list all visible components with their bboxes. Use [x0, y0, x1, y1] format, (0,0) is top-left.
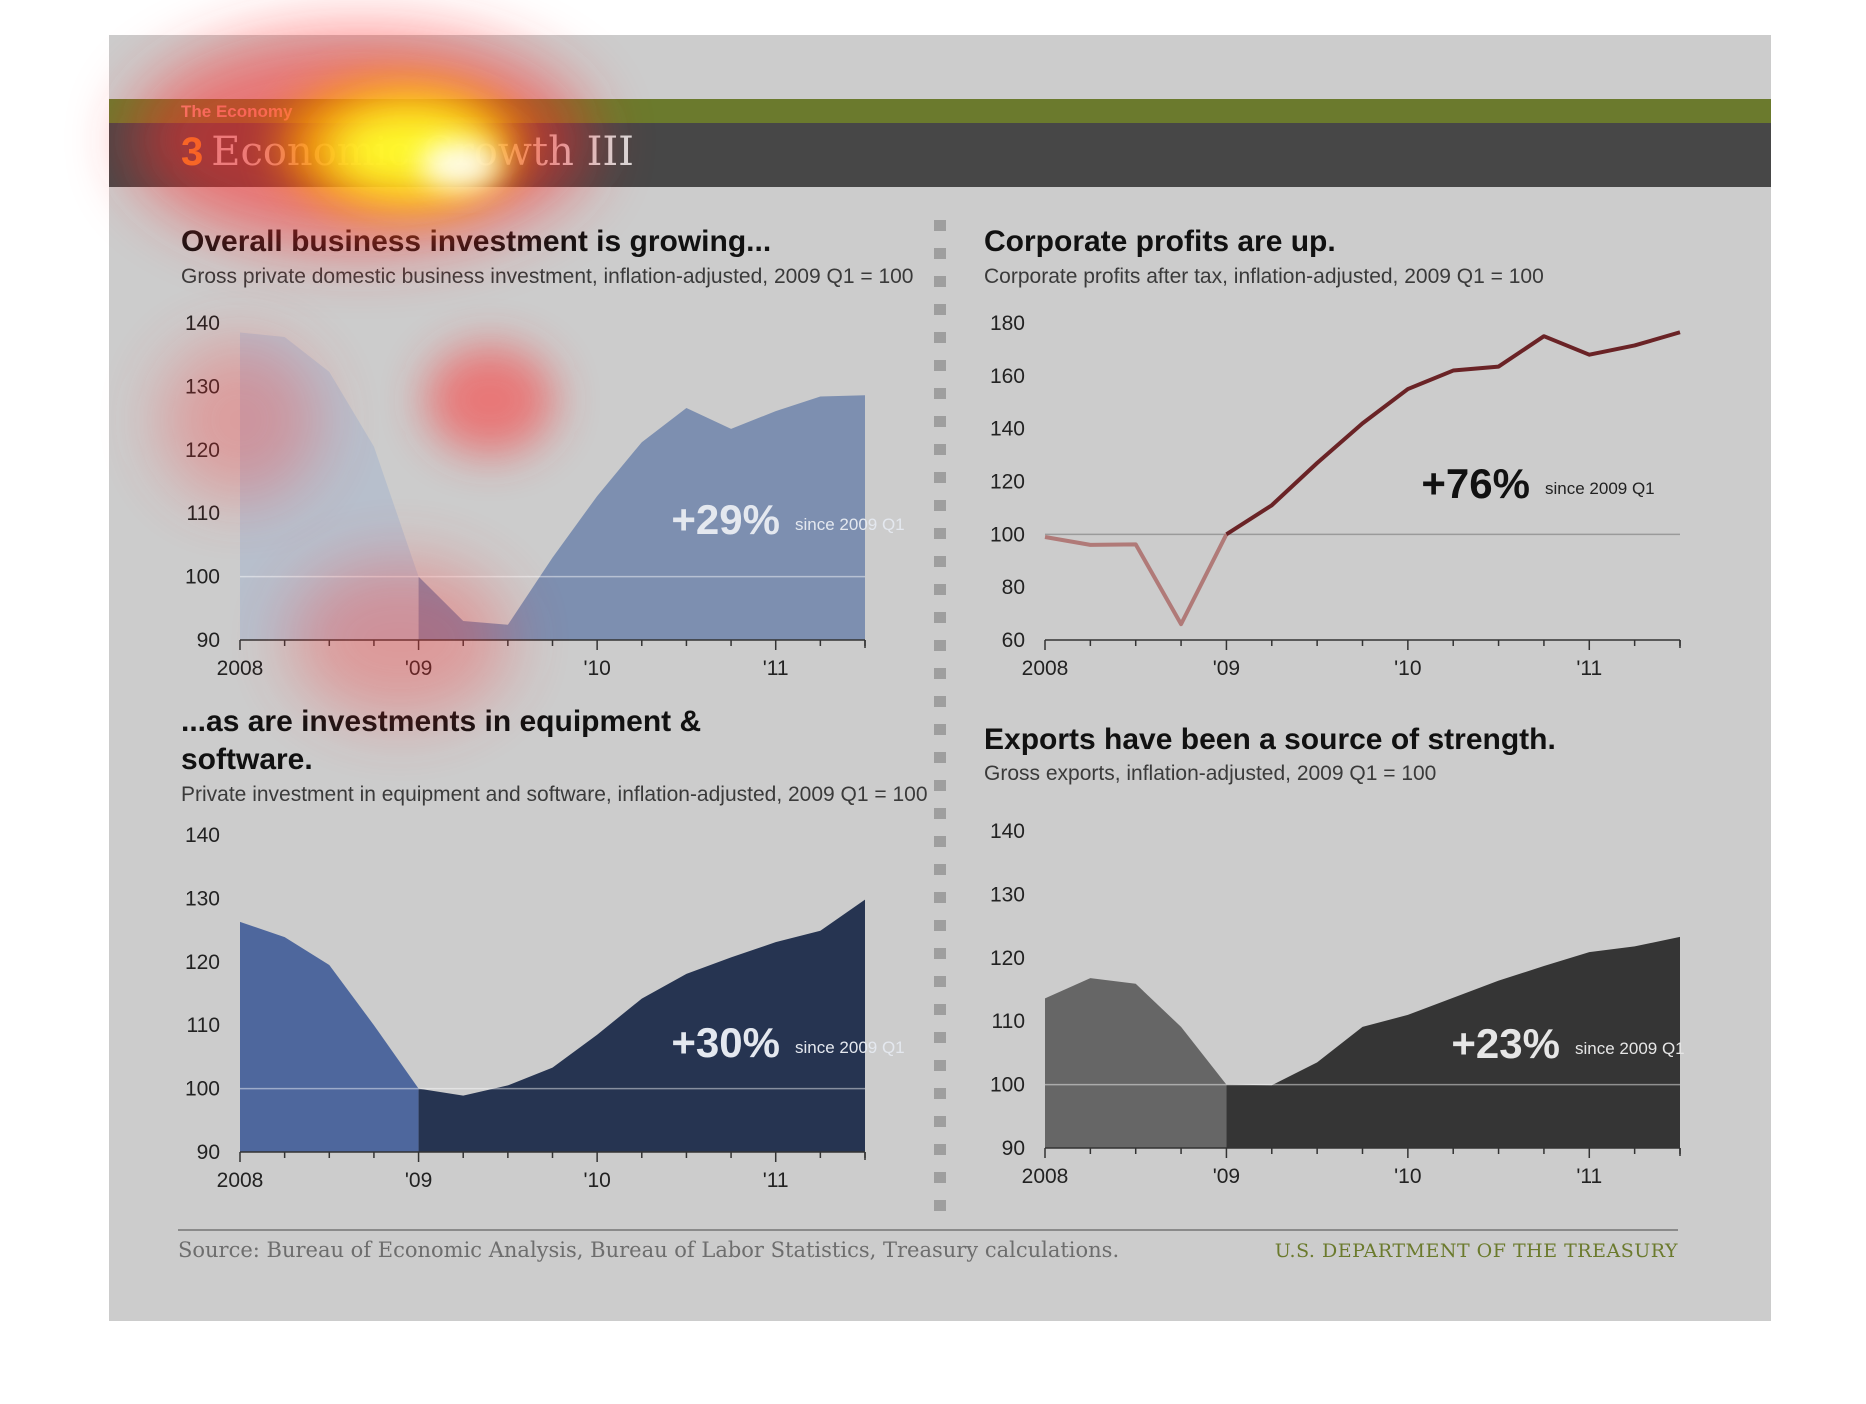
- equipment-x-tick-label: '10: [583, 1169, 610, 1192]
- investment-x-tick-label: '09: [405, 657, 432, 680]
- exports-title: Exports have been a source of strength.: [984, 723, 1556, 756]
- profits-subtitle: Corporate profits after tax, inflation-a…: [984, 265, 1544, 288]
- section-number: 3: [181, 130, 204, 174]
- exports-x-tick-label: 2008: [1022, 1165, 1069, 1188]
- panel-divider: [934, 220, 946, 1220]
- exports-y-tick-label: 110: [992, 1010, 1025, 1033]
- equipment-x-tick-label: '09: [405, 1169, 432, 1192]
- investment-x-tick-label: '10: [583, 657, 610, 680]
- investment-subtitle: Gross private domestic business investme…: [181, 265, 914, 288]
- profits-x-tick-label: '11: [1576, 657, 1602, 680]
- equipment-y-tick-label: 140: [185, 824, 220, 847]
- investment-y-tick-label: 140: [185, 312, 220, 335]
- profits-y-tick-label: 100: [990, 523, 1025, 546]
- equipment-x-tick-label: '11: [763, 1169, 789, 1192]
- equipment-y-tick-label: 130: [185, 887, 220, 910]
- investment-area-since-2009: [418, 395, 865, 640]
- profits-y-tick-label: 60: [1002, 629, 1025, 652]
- profits-y-tick-label: 160: [990, 365, 1025, 388]
- investment-title: Overall business investment is growing..…: [181, 225, 772, 258]
- profits-y-tick-label: 80: [1002, 576, 1025, 599]
- source-note: Source: Bureau of Economic Analysis, Bur…: [178, 1238, 1120, 1262]
- profits-line-before-2009: [1044, 533, 1229, 627]
- investment-y-tick-label: 90: [197, 629, 220, 652]
- profits-x-tick-label: '09: [1213, 657, 1240, 680]
- equipment-y-tick-label: 90: [197, 1141, 220, 1164]
- equipment-change-note: since 2009 Q1: [795, 1038, 905, 1057]
- header-accent-bar: [109, 99, 1771, 123]
- equipment-y-tick-label: 110: [187, 1014, 220, 1037]
- investment-area-before-2009: [240, 332, 419, 640]
- investment-change-note: since 2009 Q1: [795, 515, 905, 534]
- investment-x-tick-label: 2008: [217, 657, 264, 680]
- exports-y-tick-label: 120: [990, 947, 1025, 970]
- investment-change-value: +29%: [671, 496, 780, 543]
- profits-y-tick-label: 140: [990, 418, 1025, 441]
- exports-x-tick-label: '11: [1576, 1165, 1602, 1188]
- exports-y-tick-label: 100: [990, 1074, 1025, 1097]
- section-label: The Economy: [181, 102, 293, 121]
- investment-y-tick-label: 130: [185, 375, 220, 398]
- section-title-text: Economic Growth III: [211, 129, 634, 175]
- profits-y-tick-label: 180: [990, 312, 1025, 335]
- profits-chart: 2008 '09 '10 '11 60 80 100 120 140 160 180 +76% sinc…: [990, 312, 1681, 680]
- equipment-chart: 2008 '09 '10 '11 90 100 110 120 130 140 +30% since …: [185, 824, 905, 1192]
- exports-change-note: since 2009 Q1: [1575, 1039, 1685, 1058]
- equipment-area-before-2009: [240, 921, 419, 1152]
- profits-change-note: since 2009 Q1: [1545, 479, 1655, 498]
- equipment-title: ...as are investments in equipment & sof…: [181, 705, 702, 776]
- exports-x-tick-label: '10: [1394, 1165, 1421, 1188]
- profits-x-tick-label: 2008: [1022, 657, 1069, 680]
- profits-x-tick-label: '10: [1394, 657, 1421, 680]
- equipment-area-since-2009: [418, 899, 865, 1152]
- exports-x-tick-label: '09: [1213, 1165, 1240, 1188]
- profits-title: Corporate profits are up.: [984, 225, 1336, 258]
- investment-chart: 2008 '09 '10 '11 90 100 110 120 130 140 +29% since …: [185, 312, 905, 680]
- section-title: 3 Economic Growth III: [181, 129, 634, 175]
- exports-subtitle: Gross exports, inflation-adjusted, 2009 …: [984, 762, 1437, 785]
- investment-y-tick-label: 100: [185, 566, 220, 589]
- exports-y-tick-label: 140: [990, 820, 1025, 843]
- footer-rule: [178, 1229, 1678, 1231]
- exports-chart: 2008 '09 '10 '11 90 100 110 120 130 140 +23% since …: [990, 820, 1685, 1188]
- profits-change-value: +76%: [1421, 460, 1530, 507]
- investment-x-tick-label: '11: [763, 657, 789, 680]
- department-name: U.S. DEPARTMENT OF THE TREASURY: [1274, 1240, 1678, 1262]
- exports-area-before-2009: [1045, 978, 1227, 1148]
- profits-y-tick-label: 120: [990, 471, 1025, 494]
- equipment-y-tick-label: 120: [185, 951, 220, 974]
- equipment-change-value: +30%: [671, 1019, 780, 1066]
- exports-change-value: +23%: [1451, 1020, 1560, 1067]
- investment-y-tick-label: 110: [187, 502, 220, 525]
- equipment-x-tick-label: 2008: [217, 1169, 264, 1192]
- investment-y-tick-label: 120: [185, 439, 220, 462]
- exports-y-tick-label: 90: [1002, 1137, 1025, 1160]
- equipment-subtitle: Private investment in equipment and soft…: [181, 783, 928, 806]
- exports-area-since-2009: [1226, 936, 1680, 1148]
- equipment-y-tick-label: 100: [185, 1078, 220, 1101]
- profits-line-since-2009: [1225, 330, 1681, 537]
- exports-y-tick-label: 130: [990, 883, 1025, 906]
